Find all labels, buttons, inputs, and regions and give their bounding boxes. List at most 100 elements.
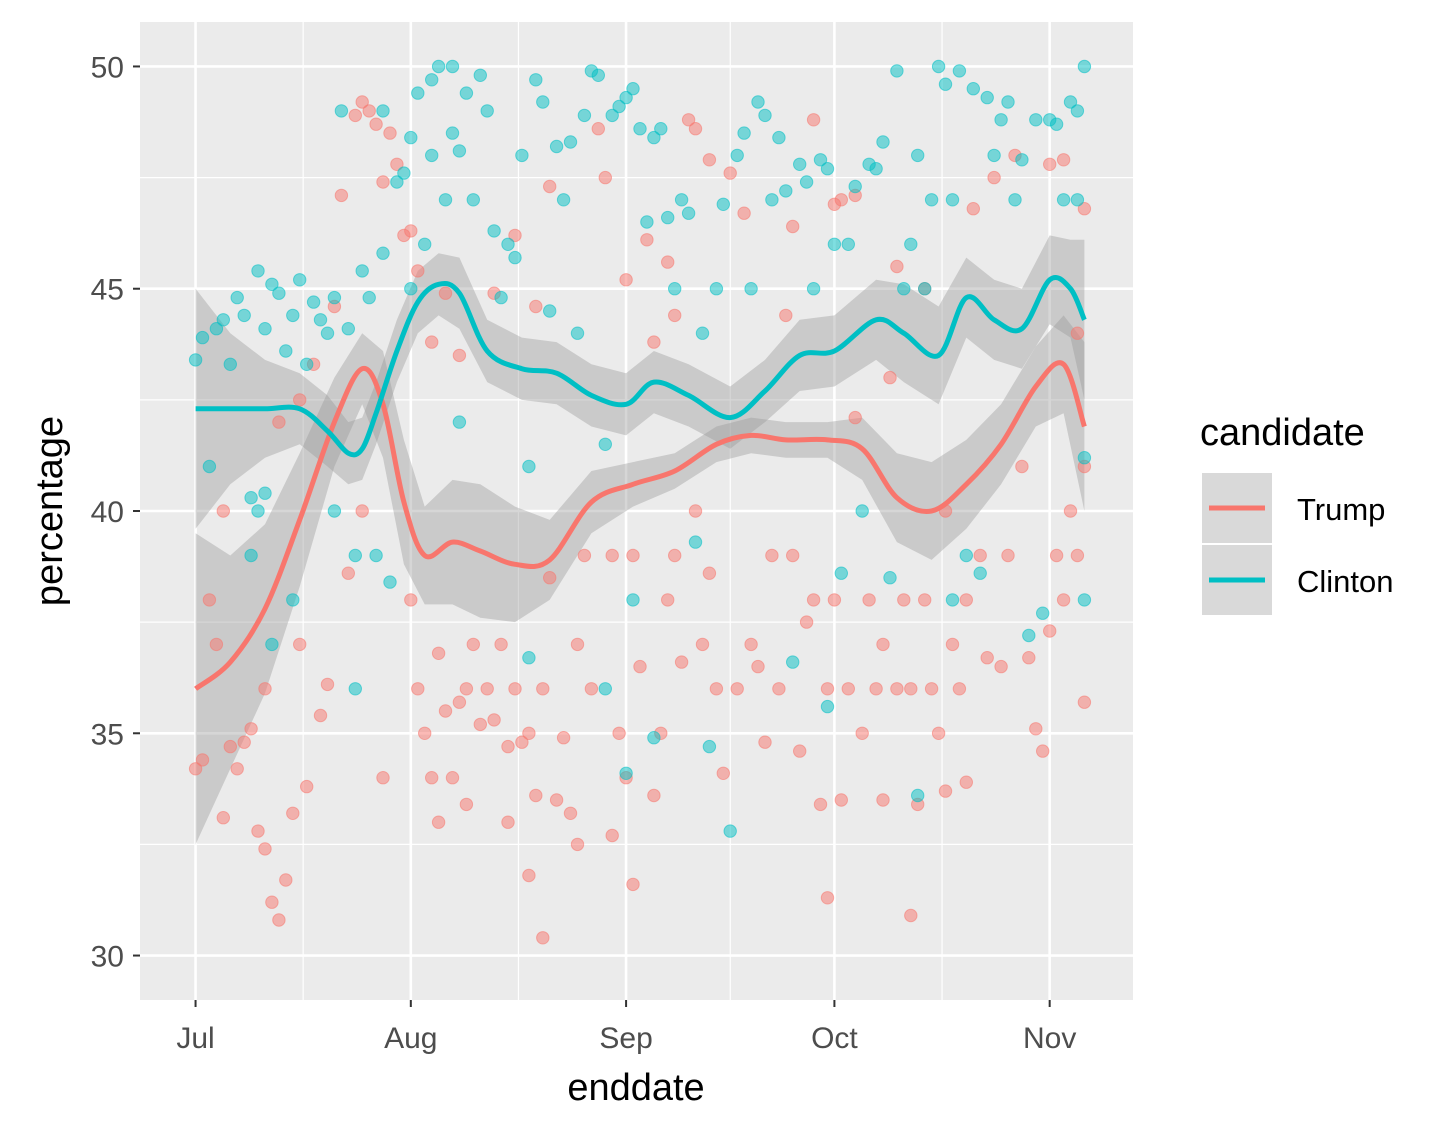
data-point-clinton xyxy=(300,357,314,371)
data-point-clinton xyxy=(799,175,814,189)
data-point-clinton xyxy=(904,237,918,252)
data-point-clinton xyxy=(293,273,307,287)
data-point-clinton xyxy=(286,593,300,607)
data-point-clinton xyxy=(1077,451,1092,465)
data-point-clinton xyxy=(466,193,480,207)
data-point-trump xyxy=(508,228,522,243)
data-point-trump xyxy=(952,682,967,696)
data-point-clinton xyxy=(543,304,557,318)
data-point-clinton xyxy=(945,593,960,607)
legend-title: candidate xyxy=(1200,412,1365,454)
data-point-trump xyxy=(688,504,703,518)
y-axis: 30 35 40 45 50 xyxy=(91,51,140,974)
data-point-trump xyxy=(904,682,918,696)
data-point-clinton xyxy=(973,566,987,580)
legend-label-trump: Trump xyxy=(1297,492,1385,527)
data-point-clinton xyxy=(647,731,661,745)
data-point-clinton xyxy=(522,459,536,474)
data-point-trump xyxy=(647,788,661,803)
data-point-clinton xyxy=(459,86,474,100)
data-point-trump xyxy=(549,793,564,807)
data-point-clinton xyxy=(945,193,960,207)
data-point-trump xyxy=(813,797,828,812)
data-point-clinton xyxy=(626,593,640,607)
data-point-clinton xyxy=(237,308,251,323)
x-axis: Jul Aug Sep Oct Nov xyxy=(176,1000,1076,1055)
data-point-trump xyxy=(890,259,904,274)
data-point-trump xyxy=(661,593,675,607)
x-axis-title: enddate xyxy=(567,1067,704,1109)
data-point-clinton xyxy=(1029,113,1043,127)
data-point-clinton xyxy=(924,193,939,207)
data-point-clinton xyxy=(758,108,772,123)
data-point-trump xyxy=(272,415,286,429)
data-point-clinton xyxy=(786,655,800,669)
data-point-trump xyxy=(334,188,349,203)
data-point-trump xyxy=(786,219,800,234)
data-point-clinton xyxy=(654,122,668,136)
confidence-band-clinton xyxy=(195,235,1085,529)
data-point-trump xyxy=(918,593,932,607)
x-tick-label: Aug xyxy=(384,1022,437,1055)
data-point-clinton xyxy=(730,148,744,163)
data-point-trump xyxy=(411,264,425,278)
data-point-trump xyxy=(1070,548,1085,563)
data-point-trump xyxy=(258,842,272,856)
data-point-clinton xyxy=(1056,193,1071,207)
data-point-clinton xyxy=(570,326,585,340)
data-point-trump xyxy=(501,739,515,754)
data-point-clinton xyxy=(1077,593,1092,607)
data-point-trump xyxy=(209,637,224,652)
data-point-trump xyxy=(806,113,821,127)
data-point-trump xyxy=(959,775,973,789)
data-point-trump xyxy=(883,370,897,385)
data-point-trump xyxy=(563,806,578,820)
data-point-trump xyxy=(362,104,376,118)
data-point-trump xyxy=(536,931,550,945)
data-point-trump xyxy=(855,726,869,740)
data-point-trump xyxy=(376,175,390,189)
data-point-trump xyxy=(786,548,800,563)
data-point-clinton xyxy=(411,86,425,100)
data-point-trump xyxy=(480,682,494,696)
data-point-trump xyxy=(265,895,279,909)
data-point-trump xyxy=(445,771,460,785)
data-point-trump xyxy=(1049,548,1064,563)
data-point-trump xyxy=(765,548,779,563)
data-point-clinton xyxy=(723,824,737,838)
data-point-trump xyxy=(376,771,390,785)
data-point-clinton xyxy=(404,130,418,145)
data-point-trump xyxy=(605,548,619,563)
data-point-clinton xyxy=(674,193,689,207)
data-point-trump xyxy=(425,771,439,785)
data-point-trump xyxy=(404,224,418,238)
data-point-clinton xyxy=(744,282,758,296)
data-point-clinton xyxy=(966,82,980,96)
data-point-clinton xyxy=(556,193,571,207)
data-point-clinton xyxy=(702,739,717,754)
data-point-clinton xyxy=(369,548,383,563)
data-point-trump xyxy=(1056,593,1071,607)
data-point-trump xyxy=(945,637,960,652)
data-point-clinton xyxy=(494,290,508,305)
data-point-clinton xyxy=(591,68,605,83)
data-point-clinton xyxy=(306,295,321,309)
data-point-clinton xyxy=(501,237,515,252)
y-tick-label: 45 xyxy=(91,274,124,307)
data-point-clinton xyxy=(376,246,390,260)
data-point-clinton xyxy=(320,326,335,340)
data-point-trump xyxy=(931,726,946,740)
data-point-clinton xyxy=(480,104,494,118)
data-point-clinton xyxy=(681,206,696,220)
data-point-trump xyxy=(369,117,383,131)
data-point-trump xyxy=(834,793,848,807)
data-point-trump xyxy=(820,891,835,905)
data-point-trump xyxy=(1022,651,1036,665)
data-point-trump xyxy=(661,255,675,269)
data-point-trump xyxy=(431,646,446,660)
data-point-clinton xyxy=(1015,153,1029,167)
data-point-trump xyxy=(404,593,418,607)
data-point-clinton xyxy=(223,357,238,371)
data-point-clinton xyxy=(251,504,265,518)
data-point-clinton xyxy=(536,95,550,109)
